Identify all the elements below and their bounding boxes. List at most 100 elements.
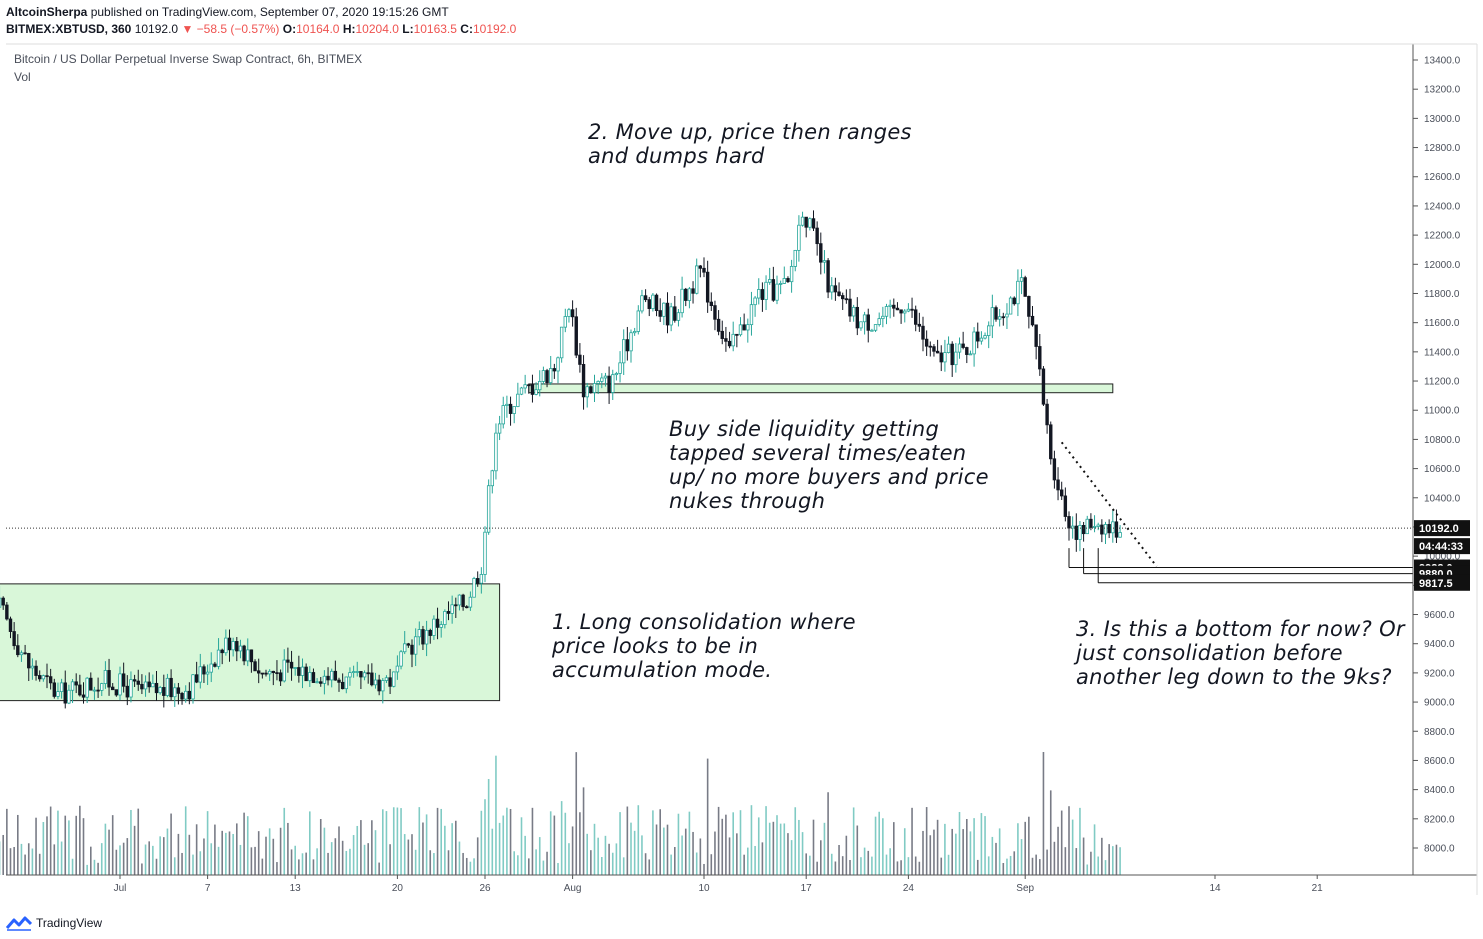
candle-body xyxy=(235,641,239,652)
candle-body xyxy=(643,295,648,301)
close-value: 10192.0 xyxy=(472,22,517,36)
volume-legend: Vol xyxy=(14,70,31,84)
candle-body xyxy=(1030,315,1035,326)
candle-body xyxy=(183,690,188,700)
candle-body xyxy=(720,330,724,339)
candle-body xyxy=(928,345,932,348)
y-tick-label: 11000.0 xyxy=(1424,406,1460,417)
candle-body xyxy=(917,323,922,327)
candle-body xyxy=(315,681,319,684)
candle-body xyxy=(224,637,228,654)
candle-body xyxy=(81,694,86,698)
candle-body xyxy=(888,304,892,307)
candle-body xyxy=(534,389,538,395)
candle-body xyxy=(552,368,557,372)
candle-body xyxy=(669,306,673,326)
candle-body xyxy=(461,594,465,608)
candle-body xyxy=(808,218,812,228)
tradingview-logo[interactable]: TradingView xyxy=(6,911,102,935)
candle-body xyxy=(370,672,374,686)
x-tick-label: 24 xyxy=(903,883,915,894)
candle-body xyxy=(523,384,527,389)
candle-body xyxy=(680,288,684,314)
candle-body xyxy=(5,604,9,620)
candle-body xyxy=(205,671,210,675)
y-tick-label: 10400.0 xyxy=(1424,493,1461,504)
candle-body xyxy=(731,333,735,347)
y-tick-label: 13400.0 xyxy=(1424,56,1461,67)
candle-body xyxy=(727,340,732,347)
candle-body xyxy=(654,294,659,311)
candle-body xyxy=(716,318,721,332)
candle-body xyxy=(778,283,783,285)
candle-body xyxy=(943,352,947,363)
candle-body xyxy=(165,677,170,696)
candle-body xyxy=(246,649,250,662)
candle-body xyxy=(472,578,476,598)
open-label: O: xyxy=(282,22,297,36)
author-name[interactable]: AltcoinSherpa xyxy=(6,5,88,19)
candle-body xyxy=(421,629,425,645)
y-tick-label: 12000.0 xyxy=(1424,260,1461,271)
candle-body xyxy=(27,653,31,669)
candle-body xyxy=(665,302,670,326)
x-tick-label: Sep xyxy=(1016,883,1034,894)
high-label: H: xyxy=(342,22,356,36)
y-tick-label: 12800.0 xyxy=(1424,143,1461,154)
candle-body xyxy=(578,354,582,365)
y-tick-label: 8400.0 xyxy=(1424,785,1455,796)
x-tick-label: 7 xyxy=(205,883,211,894)
candle-body xyxy=(899,309,903,314)
candle-body xyxy=(830,285,834,293)
candle-body xyxy=(45,675,49,678)
candle-body xyxy=(957,343,962,353)
candle-body xyxy=(724,338,728,342)
candle-body xyxy=(702,267,706,273)
candle-body xyxy=(227,637,232,651)
candle-body xyxy=(1019,277,1024,282)
candle-body xyxy=(333,670,338,681)
candle-body xyxy=(753,297,757,306)
tradingview-icon xyxy=(6,916,32,931)
candle-body xyxy=(479,574,484,584)
candle-body xyxy=(516,393,520,407)
price-tag-countdown: 04:44:33 xyxy=(1419,541,1463,553)
close-label: C: xyxy=(460,22,473,36)
candle-body xyxy=(1023,277,1027,297)
candle-body xyxy=(1005,313,1009,318)
candle-body xyxy=(556,357,560,372)
y-tick-label: 11600.0 xyxy=(1424,318,1460,329)
candle-body xyxy=(786,278,790,283)
candle-body xyxy=(1038,346,1042,370)
candle-body xyxy=(632,331,637,334)
x-tick-label: 13 xyxy=(290,883,302,894)
candle-body xyxy=(1085,518,1089,535)
candle-body xyxy=(994,307,998,320)
candle-body xyxy=(151,682,155,688)
x-tick-label: 21 xyxy=(1312,883,1324,894)
candle-body xyxy=(344,676,348,690)
candle-body xyxy=(541,370,546,382)
candle-body xyxy=(289,661,294,669)
candle-body xyxy=(1111,521,1115,534)
candle-body xyxy=(873,324,878,331)
candle-body xyxy=(527,384,531,387)
x-tick-label: 10 xyxy=(698,883,710,894)
candle-body xyxy=(862,314,867,323)
trend-line xyxy=(1060,441,1158,567)
candle-body xyxy=(585,386,589,398)
candle-body xyxy=(52,682,56,697)
candle-body xyxy=(695,265,699,294)
symbol-label: BITMEX:XBTUSD, 360 xyxy=(6,22,132,36)
candle-body xyxy=(16,645,20,656)
candle-body xyxy=(402,643,407,653)
candle-body xyxy=(176,687,181,694)
candle-body xyxy=(48,676,53,684)
candle-body xyxy=(286,659,290,663)
candle-body xyxy=(961,343,965,348)
candle-body xyxy=(56,691,60,697)
y-tick-label: 9400.0 xyxy=(1424,639,1455,650)
note-liquidity: Buy side liquidity getting tapped severa… xyxy=(669,417,989,513)
candle-body xyxy=(209,663,213,673)
